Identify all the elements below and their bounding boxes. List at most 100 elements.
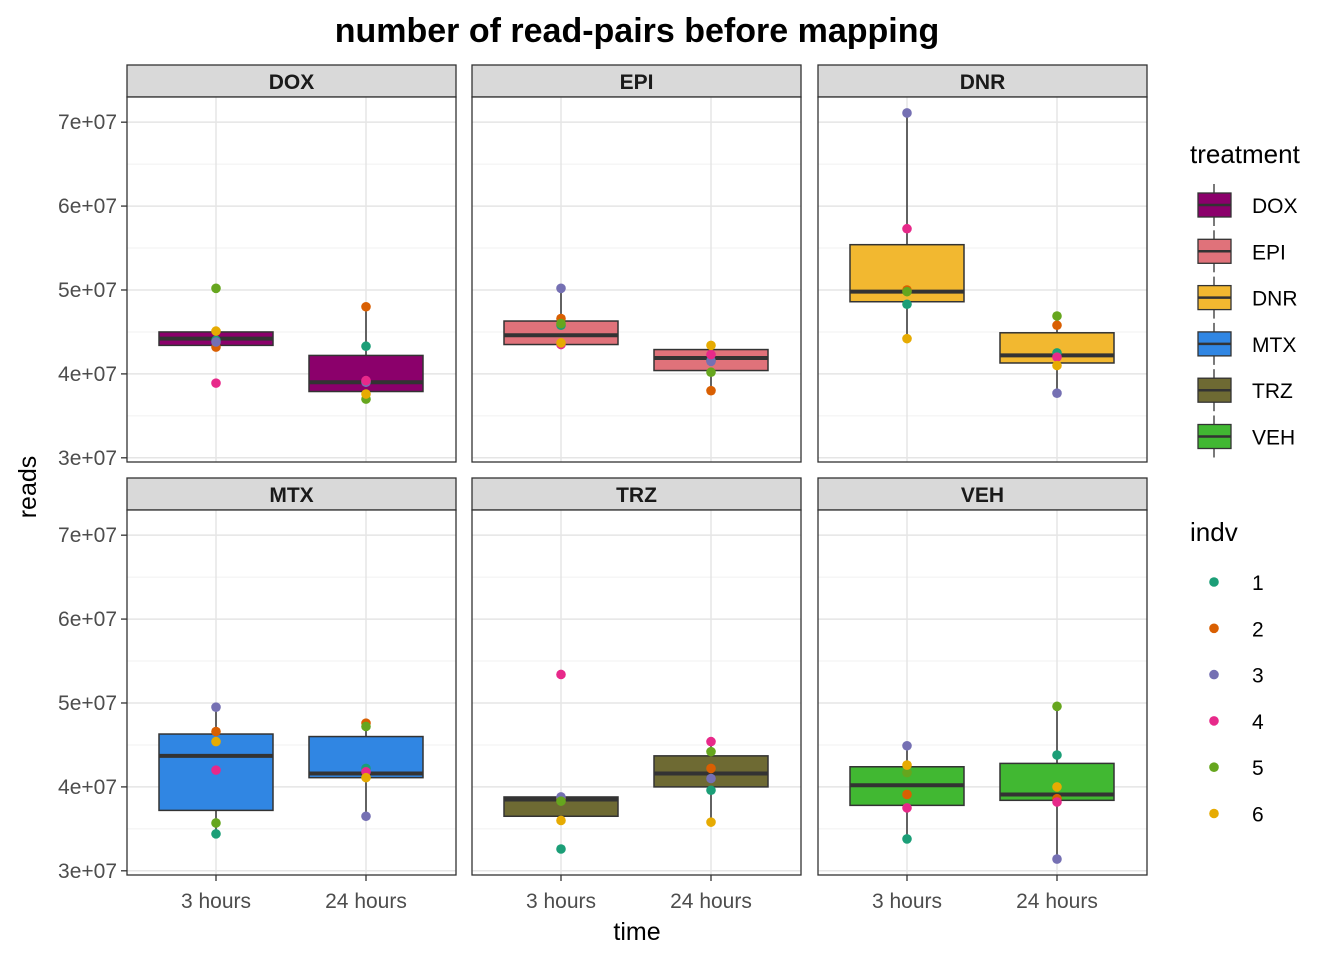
treatment-legend-label: DNR (1252, 288, 1298, 311)
data-point-indv-3 (211, 337, 221, 347)
data-point-indv-3 (706, 356, 716, 367)
treatment-legend-key-mtx: MTX (1197, 322, 1296, 365)
facet-strip-label: EPI (620, 71, 654, 94)
indv-legend-key-3: 3 (1209, 665, 1264, 688)
data-point-indv-4 (902, 223, 912, 234)
panel-border (817, 509, 1148, 876)
treatment-legend-label: MTX (1252, 334, 1296, 357)
data-point-indv-5 (902, 286, 912, 297)
data-point-indv-5 (902, 767, 912, 778)
facet-panels: DOX EPI DNR MTX TRZ VEH (126, 64, 1148, 876)
facet-panel-epi: EPI (471, 64, 802, 463)
data-point-indv-4 (902, 803, 912, 813)
indv-legend-key-4: 4 (1209, 711, 1264, 734)
treatment-legend-key-veh: VEH (1197, 415, 1295, 458)
data-point-indv-1 (706, 785, 716, 796)
facet-strip-label: TRZ (616, 484, 657, 507)
indv-legend-key-6: 6 (1209, 804, 1264, 827)
legend-key-point (1209, 808, 1219, 819)
facet-strip (817, 477, 1148, 511)
data-point-indv-3 (706, 773, 716, 784)
data-point-indv-2 (706, 385, 716, 396)
data-point-indv-6 (902, 333, 912, 344)
data-point-indv-3 (902, 108, 912, 118)
data-point-indv-1 (211, 829, 221, 839)
data-point-indv-6 (1052, 782, 1062, 792)
data-point-indv-5 (706, 746, 716, 757)
treatment-legend-key-dox: DOX (1197, 184, 1298, 226)
indv-legend: indv 1 2 3 4 5 6 (1190, 517, 1264, 827)
indv-legend-key-1: 1 (1209, 572, 1264, 595)
indv-legend-label: 4 (1252, 711, 1264, 734)
treatment-legend-title: treatment (1190, 139, 1301, 169)
y-tick-label: 5e+07 (58, 692, 117, 715)
data-point-indv-2 (706, 763, 716, 774)
panel-border (126, 509, 457, 876)
facet-strip-label: DOX (269, 71, 315, 94)
legend-key-point (1209, 762, 1219, 772)
x-tick-label: 24 hours (670, 890, 752, 913)
facet-strip (817, 64, 1148, 98)
indv-legend-key-5: 5 (1209, 757, 1264, 780)
data-point-indv-5 (211, 283, 221, 294)
facet-strip-label: VEH (961, 484, 1004, 507)
x-tick-label: 3 hours (181, 890, 251, 913)
panel-border (817, 96, 1148, 463)
treatment-legend-key-epi: EPI (1197, 230, 1286, 273)
facet-strip-label: MTX (269, 484, 313, 507)
data-point-indv-1 (361, 341, 371, 352)
data-point-indv-3 (1052, 854, 1062, 864)
data-point-indv-6 (556, 815, 566, 826)
treatment-legend-label: VEH (1252, 427, 1295, 450)
data-point-indv-6 (211, 736, 221, 747)
facet-strip (471, 477, 802, 511)
data-point-indv-4 (211, 378, 221, 388)
treatment-legend-label: DOX (1252, 195, 1298, 218)
indv-legend-label: 2 (1252, 618, 1264, 641)
data-point-indv-2 (361, 301, 371, 312)
data-point-indv-4 (361, 375, 371, 386)
data-point-indv-6 (361, 772, 371, 783)
data-point-indv-5 (1052, 311, 1062, 321)
facet-panel-veh: VEH (817, 477, 1148, 876)
data-point-indv-1 (902, 299, 912, 310)
x-tick-label: 3 hours (526, 890, 596, 913)
data-point-indv-3 (556, 283, 566, 294)
data-point-indv-4 (211, 765, 221, 775)
data-point-indv-2 (211, 726, 221, 737)
data-point-indv-5 (706, 367, 716, 378)
axes: 3e+07 4e+07 5e+07 6e+07 7e+07 3e+07 4e+07 5e+07… (58, 111, 1098, 913)
indv-legend-label: 3 (1252, 665, 1264, 688)
data-point-indv-1 (902, 834, 912, 844)
data-point-indv-6 (706, 817, 716, 827)
panel-background (472, 510, 801, 875)
data-point-indv-2 (902, 789, 912, 800)
data-point-indv-4 (556, 669, 566, 680)
box (999, 332, 1115, 364)
indv-legend-title: indv (1190, 517, 1238, 547)
x-tick-label: 24 hours (325, 890, 407, 913)
panel-background (472, 97, 801, 462)
indv-legend-label: 1 (1252, 572, 1264, 595)
data-point-indv-6 (211, 326, 221, 336)
facet-panel-dnr: DNR (817, 64, 1148, 463)
treatment-legend-key-dnr: DNR (1197, 276, 1298, 319)
facet-panel-mtx: MTX (126, 477, 457, 876)
panel-border (471, 509, 802, 876)
data-point-indv-4 (706, 736, 716, 747)
legend-key-point (1209, 669, 1219, 680)
indv-legend-key-2: 2 (1209, 618, 1264, 641)
y-tick-label: 6e+07 (58, 608, 117, 631)
data-point-indv-5 (211, 818, 221, 828)
treatment-legend-label: EPI (1252, 241, 1286, 264)
data-point-indv-4 (1052, 352, 1062, 362)
y-tick-label: 6e+07 (58, 195, 117, 218)
data-point-indv-3 (1052, 388, 1062, 398)
facet-strip (126, 64, 457, 98)
data-point-indv-4 (1052, 797, 1062, 807)
data-point-indv-6 (902, 760, 912, 770)
indv-legend-label: 6 (1252, 804, 1264, 827)
data-point-indv-6 (556, 338, 566, 348)
data-point-indv-3 (361, 811, 371, 822)
